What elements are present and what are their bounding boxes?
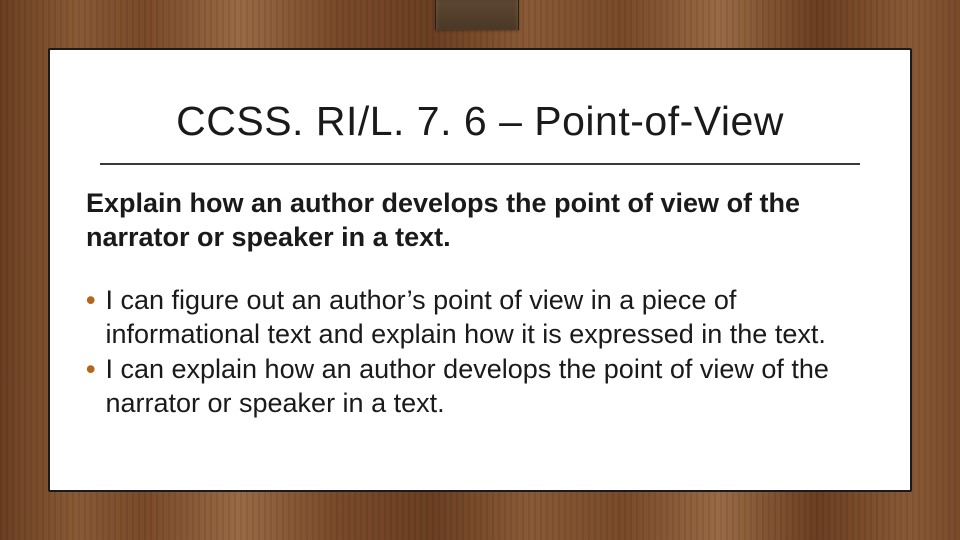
list-item: • I can explain how an author develops t… bbox=[86, 352, 880, 421]
list-item: • I can figure out an author’s point of … bbox=[86, 283, 880, 352]
bullet-icon: • bbox=[86, 283, 95, 318]
slide-subtitle: Explain how an author develops the point… bbox=[80, 187, 880, 255]
bullet-text: I can explain how an author develops the… bbox=[105, 352, 880, 421]
slide-card: CCSS. RI/L. 7. 6 – Point-of-View Explain… bbox=[48, 48, 912, 492]
slide-tab-decor bbox=[435, 0, 519, 30]
slide-title: CCSS. RI/L. 7. 6 – Point-of-View bbox=[80, 98, 880, 145]
title-divider bbox=[100, 163, 860, 165]
bullet-icon: • bbox=[86, 352, 95, 387]
bullet-list: • I can figure out an author’s point of … bbox=[80, 283, 880, 421]
bullet-text: I can figure out an author’s point of vi… bbox=[105, 283, 880, 352]
